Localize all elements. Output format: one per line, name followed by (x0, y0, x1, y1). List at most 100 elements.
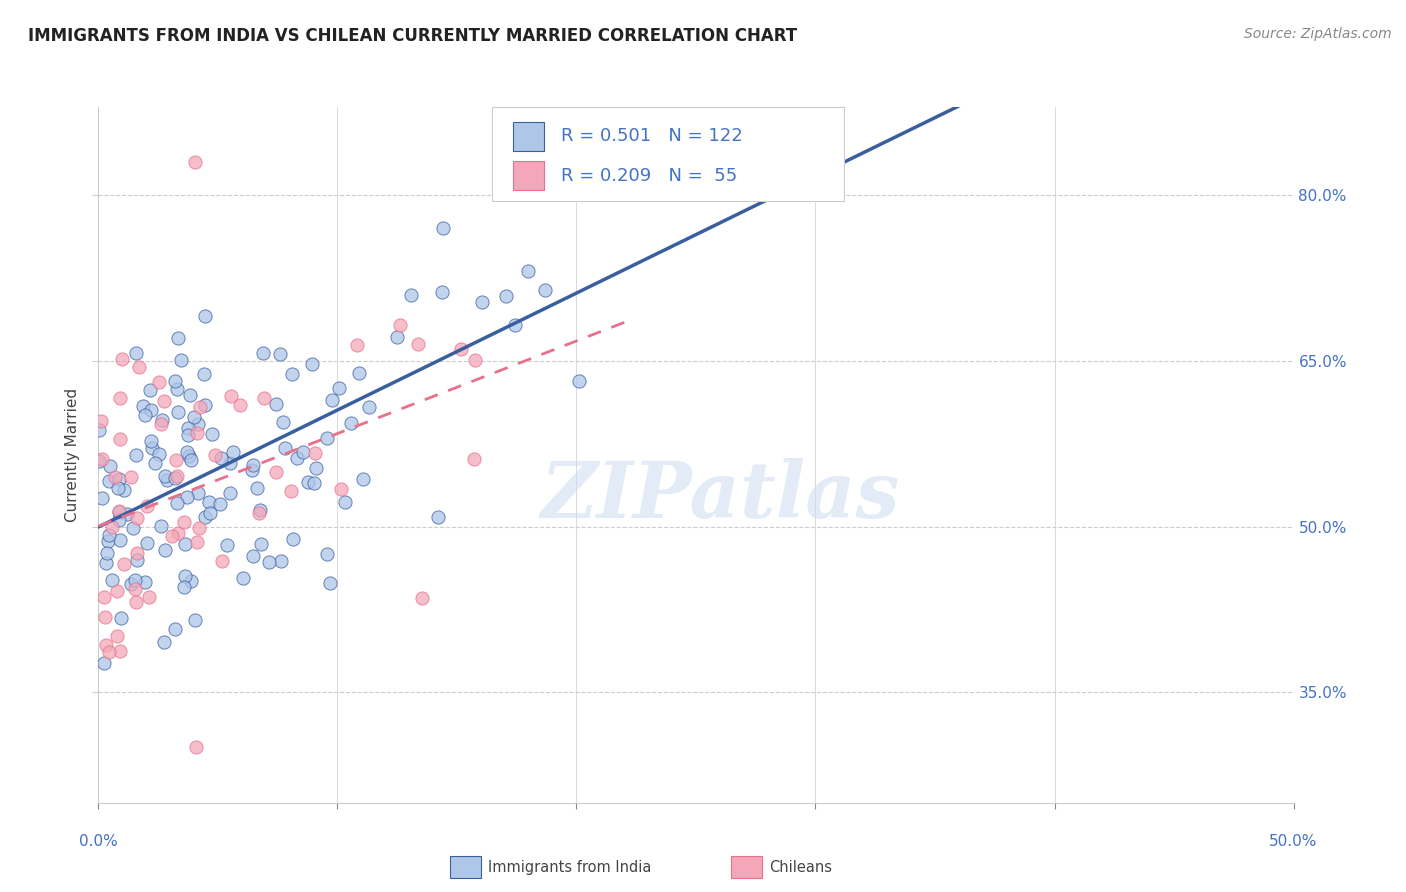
Point (89, 454, 111, 468)
Point (153, 394, 176, 409)
Point (517, 264, 540, 278)
Point (167, 404, 190, 418)
Point (180, 574, 202, 588)
Y-axis label: Currently Married: Currently Married (65, 388, 80, 522)
Point (166, 495, 188, 509)
Point (108, 644, 131, 658)
Point (141, 434, 163, 449)
Point (281, 368, 304, 382)
Point (136, 536, 159, 550)
Point (179, 388, 201, 402)
Point (93, 591, 115, 605)
Point (328, 381, 350, 395)
Point (132, 399, 155, 413)
Point (281, 532, 304, 546)
Point (188, 520, 211, 534)
Text: Immigrants from India: Immigrants from India (488, 860, 651, 874)
Point (533, 283, 555, 297)
Point (120, 577, 142, 591)
Point (134, 408, 156, 422)
Point (304, 475, 326, 490)
Point (301, 357, 323, 371)
Point (160, 529, 183, 543)
Point (127, 546, 149, 560)
Point (450, 342, 472, 356)
Point (91, 491, 114, 505)
Point (495, 289, 517, 303)
Point (101, 573, 124, 587)
Point (180, 453, 202, 467)
Point (271, 415, 294, 429)
Point (138, 383, 160, 397)
Point (87, 423, 110, 437)
Text: ZIPatlas: ZIPatlas (540, 458, 900, 535)
Point (321, 393, 343, 408)
Point (136, 500, 159, 514)
Point (463, 451, 485, 466)
Point (98, 645, 121, 659)
Point (184, 613, 207, 627)
Point (167, 331, 190, 345)
Point (134, 575, 156, 590)
Point (105, 583, 128, 598)
Point (96, 546, 118, 560)
Point (194, 509, 217, 524)
Text: R = 0.501   N = 122: R = 0.501 N = 122 (561, 128, 742, 145)
Point (634, 141, 657, 155)
Point (194, 309, 217, 323)
Point (138, 590, 160, 604)
Point (108, 391, 131, 405)
Point (125, 553, 148, 567)
Point (432, 285, 454, 299)
Point (252, 345, 274, 359)
Point (165, 374, 187, 388)
Point (148, 447, 170, 461)
Point (176, 421, 198, 435)
Text: Chileans: Chileans (769, 860, 832, 874)
Point (200, 506, 222, 520)
Text: Source: ZipAtlas.com: Source: ZipAtlas.com (1244, 27, 1392, 41)
Point (270, 554, 292, 568)
Point (103, 470, 125, 484)
Point (153, 543, 176, 558)
Point (170, 353, 193, 368)
Point (427, 510, 450, 524)
Point (274, 441, 297, 455)
Point (184, 155, 207, 169)
Point (188, 401, 211, 415)
Point (165, 623, 187, 637)
Point (173, 515, 195, 529)
Point (97, 533, 120, 548)
Point (183, 410, 205, 425)
Point (221, 445, 243, 459)
Point (329, 482, 352, 496)
Point (387, 329, 409, 343)
Point (249, 503, 271, 517)
Point (242, 549, 264, 564)
Point (186, 534, 208, 549)
Point (156, 473, 179, 487)
Point (204, 448, 226, 462)
Point (246, 481, 269, 495)
Point (250, 537, 273, 551)
Point (128, 360, 150, 375)
Point (94, 638, 117, 652)
Point (124, 582, 146, 596)
Point (155, 468, 177, 483)
Point (166, 469, 188, 483)
Point (120, 470, 142, 484)
Point (149, 417, 172, 431)
Point (304, 461, 326, 475)
Point (346, 337, 368, 351)
Point (218, 485, 240, 500)
Point (186, 740, 208, 755)
Point (411, 591, 433, 606)
Point (125, 346, 148, 360)
Point (125, 448, 148, 462)
Point (304, 445, 326, 459)
Point (264, 465, 287, 479)
Point (315, 431, 337, 445)
Point (176, 490, 198, 504)
Point (111, 351, 134, 366)
Point (121, 521, 143, 535)
